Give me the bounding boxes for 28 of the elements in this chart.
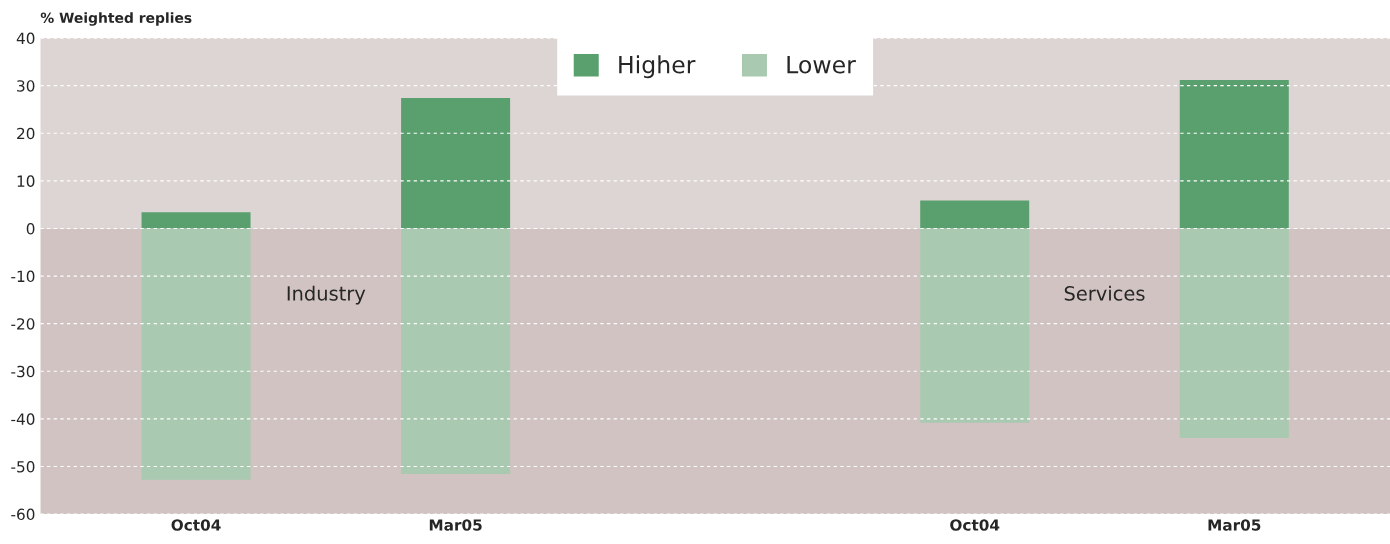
bar <box>920 200 1030 229</box>
y-tick-label: -60 <box>11 508 35 521</box>
x-tick-label: Mar05 <box>1208 519 1261 531</box>
x-tick-label: Mar05 <box>429 519 482 531</box>
y-axis-title: % Weighted replies <box>40 12 192 26</box>
y-tick-label: -30 <box>11 365 35 378</box>
x-tick-label: Oct04 <box>950 519 1000 531</box>
y-tick-label: -40 <box>11 413 35 425</box>
legend-label: Lower <box>787 56 856 74</box>
bar <box>141 228 251 480</box>
x-tick-label: Oct04 <box>171 519 221 531</box>
bar <box>1179 79 1289 229</box>
y-tick-label: 40 <box>16 32 35 45</box>
y-tick-label: 0 <box>26 222 35 235</box>
annotation: Services <box>1064 285 1145 301</box>
y-tick-label: -50 <box>11 460 35 473</box>
y-tick-label: 20 <box>17 127 35 140</box>
y-tick-label: -10 <box>11 270 35 283</box>
y-tick-label: 30 <box>17 80 35 92</box>
bar <box>401 98 511 229</box>
y-tick-label: 10 <box>17 175 35 187</box>
y-tick-label: -20 <box>11 318 35 330</box>
annotation: Industry <box>287 285 366 305</box>
bar <box>401 228 511 475</box>
bar <box>920 228 1030 423</box>
bar <box>141 212 251 229</box>
bar <box>1179 228 1289 438</box>
legend-label: Higher <box>619 55 696 79</box>
